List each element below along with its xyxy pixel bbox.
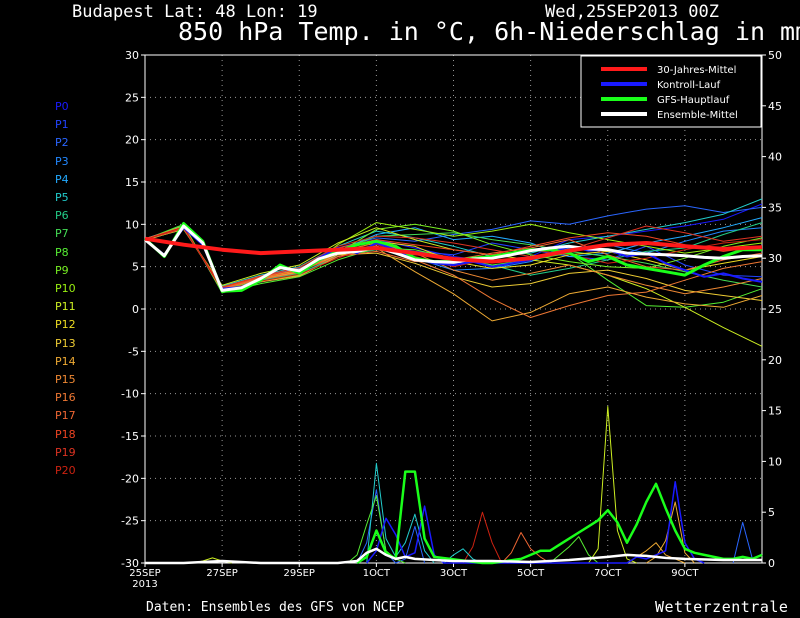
member-label: P10 bbox=[55, 282, 76, 295]
precip-member-line bbox=[501, 532, 551, 564]
data-credit: Daten: Ensembles des GFS von NCEP bbox=[146, 600, 405, 615]
member-label: P5 bbox=[55, 191, 69, 204]
precip-member-line bbox=[588, 406, 637, 564]
precip-member-line bbox=[462, 511, 503, 564]
left-axis-tick-label: -15 bbox=[121, 430, 139, 443]
member-label: P2 bbox=[55, 136, 69, 150]
left-axis-tick-label: 0 bbox=[132, 303, 139, 316]
left-axis-tick-label: -10 bbox=[121, 388, 139, 401]
legend-label: Kontroll-Lauf bbox=[657, 80, 721, 91]
left-axis-tick-label: -5 bbox=[128, 345, 139, 358]
right-axis-tick-label: 5 bbox=[768, 506, 775, 519]
member-label: P3 bbox=[55, 154, 69, 168]
x-axis-tick-label: 9OCT bbox=[671, 568, 699, 579]
run-date-label: Wed,25SEP2013 00Z bbox=[545, 2, 719, 22]
member-label: P17 bbox=[55, 409, 76, 423]
right-axis-tick-label: 10 bbox=[768, 455, 782, 468]
temp-climatology-line bbox=[144, 236, 763, 264]
left-axis-tick-label: 15 bbox=[125, 176, 139, 189]
temp-ensemble-mean-line bbox=[144, 224, 763, 292]
member-label: P12 bbox=[55, 318, 76, 332]
right-axis-tick-label: 40 bbox=[768, 151, 782, 164]
right-axis-tick-label: 45 bbox=[768, 100, 782, 113]
member-label: P16 bbox=[55, 391, 76, 405]
left-axis-tick-label: -25 bbox=[121, 515, 139, 528]
member-label: P13 bbox=[55, 336, 76, 350]
right-axis-tick-label: 30 bbox=[768, 252, 782, 265]
right-axis-tick-label: 15 bbox=[768, 405, 782, 418]
x-axis-tick-label: 3OCT bbox=[440, 568, 468, 579]
member-label: P9 bbox=[55, 263, 69, 277]
right-axis-tick-label: 25 bbox=[768, 303, 782, 316]
location-label: Budapest Lat: 48 Lon: 19 bbox=[72, 2, 318, 22]
right-axis-tick-label: 35 bbox=[768, 201, 782, 214]
x-axis-tick-label: 29SEP bbox=[284, 568, 315, 579]
right-axis-tick-label: 20 bbox=[768, 354, 782, 367]
precip-operational-line bbox=[356, 470, 763, 565]
x-axis-tick-label: 5OCT bbox=[517, 568, 545, 579]
legend-label: GFS-Hauptlauf bbox=[657, 95, 730, 106]
left-axis-tick-label: -20 bbox=[121, 472, 139, 485]
member-label: P0 bbox=[55, 100, 69, 113]
legend-label: 30-Jahres-Mittel bbox=[657, 65, 736, 76]
precip-member-line bbox=[366, 462, 435, 564]
right-axis-tick-label: 50 bbox=[768, 49, 782, 62]
x-axis-tick-label: 27SEP bbox=[206, 568, 237, 579]
member-label: P7 bbox=[55, 227, 69, 241]
x-axis-tick-label: 7OCT bbox=[594, 568, 622, 579]
brand-label: Wetterzentrale bbox=[655, 598, 789, 616]
left-axis-tick-label: 5 bbox=[132, 261, 139, 274]
precip-member-line bbox=[626, 542, 686, 564]
legend-label: Ensemble-Mittel bbox=[657, 110, 738, 121]
left-axis-tick-label: -30 bbox=[121, 557, 139, 570]
member-label: P4 bbox=[55, 172, 69, 186]
left-axis-tick-label: 25 bbox=[125, 91, 139, 104]
right-axis-tick-label: 0 bbox=[768, 557, 775, 570]
left-axis-tick-label: 10 bbox=[125, 218, 139, 231]
x-axis-tick-label: 25SEP bbox=[129, 568, 160, 579]
temp-member-line bbox=[144, 227, 763, 289]
member-label: P14 bbox=[55, 354, 76, 368]
member-label: P11 bbox=[55, 300, 76, 314]
left-axis-tick-label: 30 bbox=[125, 49, 139, 62]
temp-member-line bbox=[144, 225, 763, 288]
member-label: P18 bbox=[55, 427, 76, 441]
left-axis-tick-label: 20 bbox=[125, 134, 139, 147]
member-label: P8 bbox=[55, 245, 69, 259]
x-axis-tick-label: 1OCT bbox=[363, 568, 391, 579]
member-label: P1 bbox=[55, 118, 69, 132]
temp-member-line bbox=[144, 228, 763, 318]
member-label: P6 bbox=[55, 209, 69, 223]
precip-ensemble-mean-line bbox=[145, 547, 762, 565]
member-label: P20 bbox=[55, 464, 76, 477]
member-label: P15 bbox=[55, 373, 76, 386]
temp-member-line bbox=[144, 198, 763, 287]
plot-frame bbox=[144, 54, 763, 564]
chart-title: 850 hPa Temp. in °C, 6h-Niederschlag in … bbox=[178, 17, 800, 46]
precip-member-line bbox=[549, 536, 599, 564]
member-label: P19 bbox=[55, 445, 76, 459]
x-axis-tick-sublabel: 2013 bbox=[132, 579, 157, 590]
